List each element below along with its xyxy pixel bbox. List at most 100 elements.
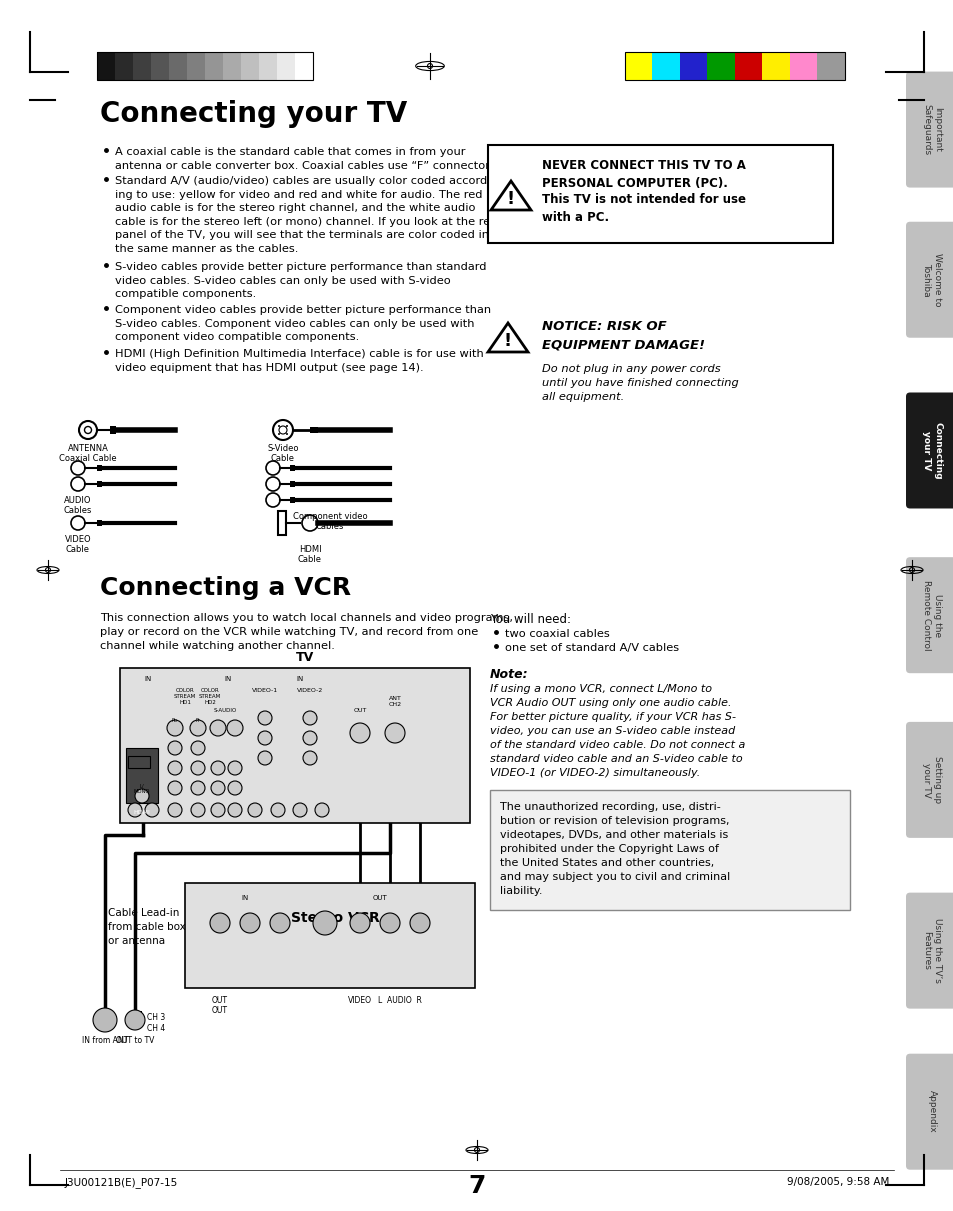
Bar xyxy=(290,465,294,471)
Text: Stereo VCR: Stereo VCR xyxy=(291,911,379,925)
Text: Important
Safeguards: Important Safeguards xyxy=(921,104,941,155)
Text: 7: 7 xyxy=(468,1173,485,1198)
Text: A coaxial cable is the standard cable that comes in from your
antenna or cable c: A coaxial cable is the standard cable th… xyxy=(115,147,499,171)
Circle shape xyxy=(277,425,280,427)
Bar xyxy=(276,52,294,80)
Text: OUT: OUT xyxy=(212,1006,228,1015)
Bar xyxy=(185,883,475,988)
Text: !: ! xyxy=(506,190,515,208)
Text: You will need:: You will need: xyxy=(490,613,571,626)
FancyBboxPatch shape xyxy=(905,71,953,188)
Text: CH 3
CH 4: CH 3 CH 4 xyxy=(147,1012,165,1033)
Bar xyxy=(817,52,844,80)
FancyBboxPatch shape xyxy=(905,1054,953,1170)
FancyBboxPatch shape xyxy=(905,722,953,838)
Bar xyxy=(241,52,258,80)
Circle shape xyxy=(211,781,225,794)
Text: IN: IN xyxy=(241,895,249,901)
Text: VIDEO-2: VIDEO-2 xyxy=(296,688,323,693)
Circle shape xyxy=(270,913,290,932)
Circle shape xyxy=(211,761,225,775)
Circle shape xyxy=(168,741,182,754)
Text: Using the TV’s
Features: Using the TV’s Features xyxy=(921,918,941,983)
Circle shape xyxy=(228,761,242,775)
Circle shape xyxy=(286,434,288,435)
Text: NOTICE: RISK OF
EQUIPMENT DAMAGE!: NOTICE: RISK OF EQUIPMENT DAMAGE! xyxy=(541,320,704,351)
FancyBboxPatch shape xyxy=(905,222,953,338)
Bar xyxy=(126,748,158,803)
Circle shape xyxy=(257,731,272,745)
Circle shape xyxy=(128,803,142,817)
Polygon shape xyxy=(488,323,527,352)
Bar xyxy=(789,52,817,80)
Text: IN: IN xyxy=(144,676,152,682)
Text: IN: IN xyxy=(224,676,232,682)
Polygon shape xyxy=(491,180,531,210)
Text: HDMI
Cable: HDMI Cable xyxy=(297,545,322,564)
Circle shape xyxy=(227,721,243,736)
Text: L  AUDIO  R: L AUDIO R xyxy=(377,995,421,1005)
Circle shape xyxy=(257,711,272,725)
Bar xyxy=(652,52,679,80)
Text: two coaxial cables: two coaxial cables xyxy=(504,629,609,639)
Circle shape xyxy=(293,803,307,817)
Circle shape xyxy=(248,803,262,817)
Text: L/
MONO: L/ MONO xyxy=(133,784,150,793)
Text: ANTENNA
Coaxial Cable: ANTENNA Coaxial Cable xyxy=(59,444,116,464)
Text: Note:: Note: xyxy=(490,668,528,681)
Bar xyxy=(97,520,102,526)
Text: This TV is not intended for use
with a PC.: This TV is not intended for use with a P… xyxy=(541,193,745,224)
Circle shape xyxy=(167,721,183,736)
Text: OUT: OUT xyxy=(373,895,387,901)
Circle shape xyxy=(191,761,205,775)
Circle shape xyxy=(314,803,329,817)
Bar xyxy=(310,427,317,434)
Circle shape xyxy=(191,741,205,754)
Circle shape xyxy=(313,911,336,935)
Text: NEVER CONNECT THIS TV TO A
PERSONAL COMPUTER (PC).: NEVER CONNECT THIS TV TO A PERSONAL COMP… xyxy=(541,159,745,190)
Circle shape xyxy=(286,425,288,427)
Text: This connection allows you to watch local channels and video programs,
play or r: This connection allows you to watch loca… xyxy=(100,613,513,652)
Bar xyxy=(110,426,116,434)
Circle shape xyxy=(210,721,226,736)
Circle shape xyxy=(350,723,370,744)
Text: IN from ANT: IN from ANT xyxy=(82,1035,128,1045)
Text: Do not plug in any power cords
until you have finished connecting
all equipment.: Do not plug in any power cords until you… xyxy=(541,365,738,402)
Circle shape xyxy=(228,803,242,817)
Text: Setting up
your TV: Setting up your TV xyxy=(921,757,941,803)
Circle shape xyxy=(410,913,430,932)
Bar xyxy=(128,756,150,768)
Circle shape xyxy=(379,913,399,932)
Text: OUT: OUT xyxy=(212,995,228,1005)
FancyBboxPatch shape xyxy=(905,893,953,1009)
Bar xyxy=(624,52,844,80)
Text: Standard A/V (audio/video) cables are usually color coded accord-
ing to use: ye: Standard A/V (audio/video) cables are us… xyxy=(115,176,501,254)
Bar xyxy=(290,497,294,503)
Text: Appendix: Appendix xyxy=(926,1090,936,1133)
Text: S-Video
Cable: S-Video Cable xyxy=(267,444,298,464)
Text: Cable Lead-in
from cable box
or antenna: Cable Lead-in from cable box or antenna xyxy=(108,908,186,946)
Text: VIDEO-1: VIDEO-1 xyxy=(252,688,277,693)
Bar xyxy=(707,52,734,80)
Text: VIDEO
Cable: VIDEO Cable xyxy=(65,535,91,555)
Circle shape xyxy=(125,1010,145,1031)
Text: AUDIO
Cables: AUDIO Cables xyxy=(64,497,92,516)
Bar xyxy=(679,52,707,80)
FancyBboxPatch shape xyxy=(905,392,953,509)
Text: COLOR
STREAM
HD1: COLOR STREAM HD1 xyxy=(173,688,196,705)
Bar xyxy=(187,52,205,80)
Text: If using a mono VCR, connect L/Mono to
VCR Audio OUT using only one audio cable.: If using a mono VCR, connect L/Mono to V… xyxy=(490,684,744,777)
Circle shape xyxy=(303,711,316,725)
Text: Using the
Remote Control: Using the Remote Control xyxy=(921,580,941,650)
Circle shape xyxy=(211,803,225,817)
Text: Pb: Pb xyxy=(172,718,178,723)
Bar xyxy=(258,52,276,80)
Circle shape xyxy=(145,803,159,817)
Bar xyxy=(290,481,294,487)
Bar xyxy=(488,145,832,243)
Bar xyxy=(205,52,223,80)
Bar xyxy=(761,52,789,80)
Bar xyxy=(294,52,313,80)
Circle shape xyxy=(228,781,242,794)
Bar xyxy=(734,52,761,80)
